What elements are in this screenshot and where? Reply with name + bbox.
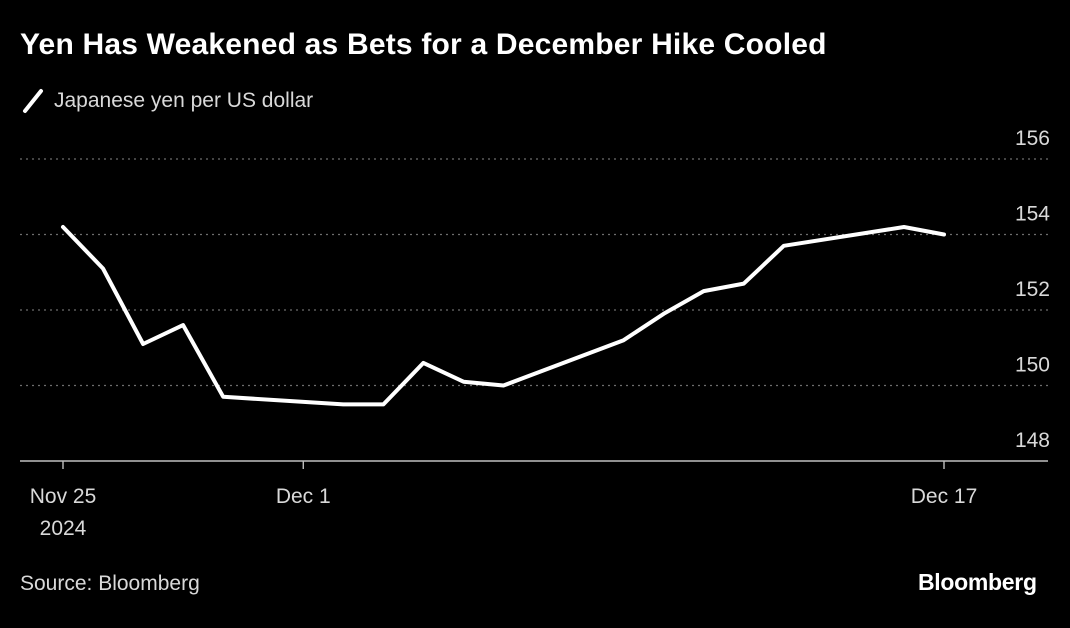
chart-title: Yen Has Weakened as Bets for a December … — [20, 28, 827, 61]
legend-label: Japanese yen per US dollar — [54, 89, 314, 112]
y-tick-label: 150 — [1015, 354, 1050, 377]
y-tick-label: 152 — [1015, 278, 1050, 301]
y-tick-label: 156 — [1015, 127, 1050, 150]
y-tick-labels: 148 150 152 154 156 — [1015, 127, 1050, 452]
legend: Japanese yen per US dollar — [22, 88, 313, 114]
x-tick-label: Nov 25 — [30, 485, 97, 508]
series-line — [61, 225, 946, 407]
y-tick-label: 148 — [1015, 429, 1050, 452]
source-note: Source: Bloomberg — [20, 572, 200, 595]
y-tick-label: 154 — [1015, 203, 1050, 226]
x-tick-labels: Nov 25 2024 Dec 1 Dec 17 — [30, 461, 978, 540]
x-tick-label: 2024 — [40, 517, 87, 540]
x-tick-label: Dec 17 — [911, 485, 978, 508]
x-tick-label: Dec 1 — [276, 485, 331, 508]
series-layer — [61, 225, 946, 407]
legend-line-swatch — [23, 89, 43, 113]
gridlines — [20, 158, 1048, 387]
bloomberg-logo: Bloomberg — [918, 569, 1037, 595]
